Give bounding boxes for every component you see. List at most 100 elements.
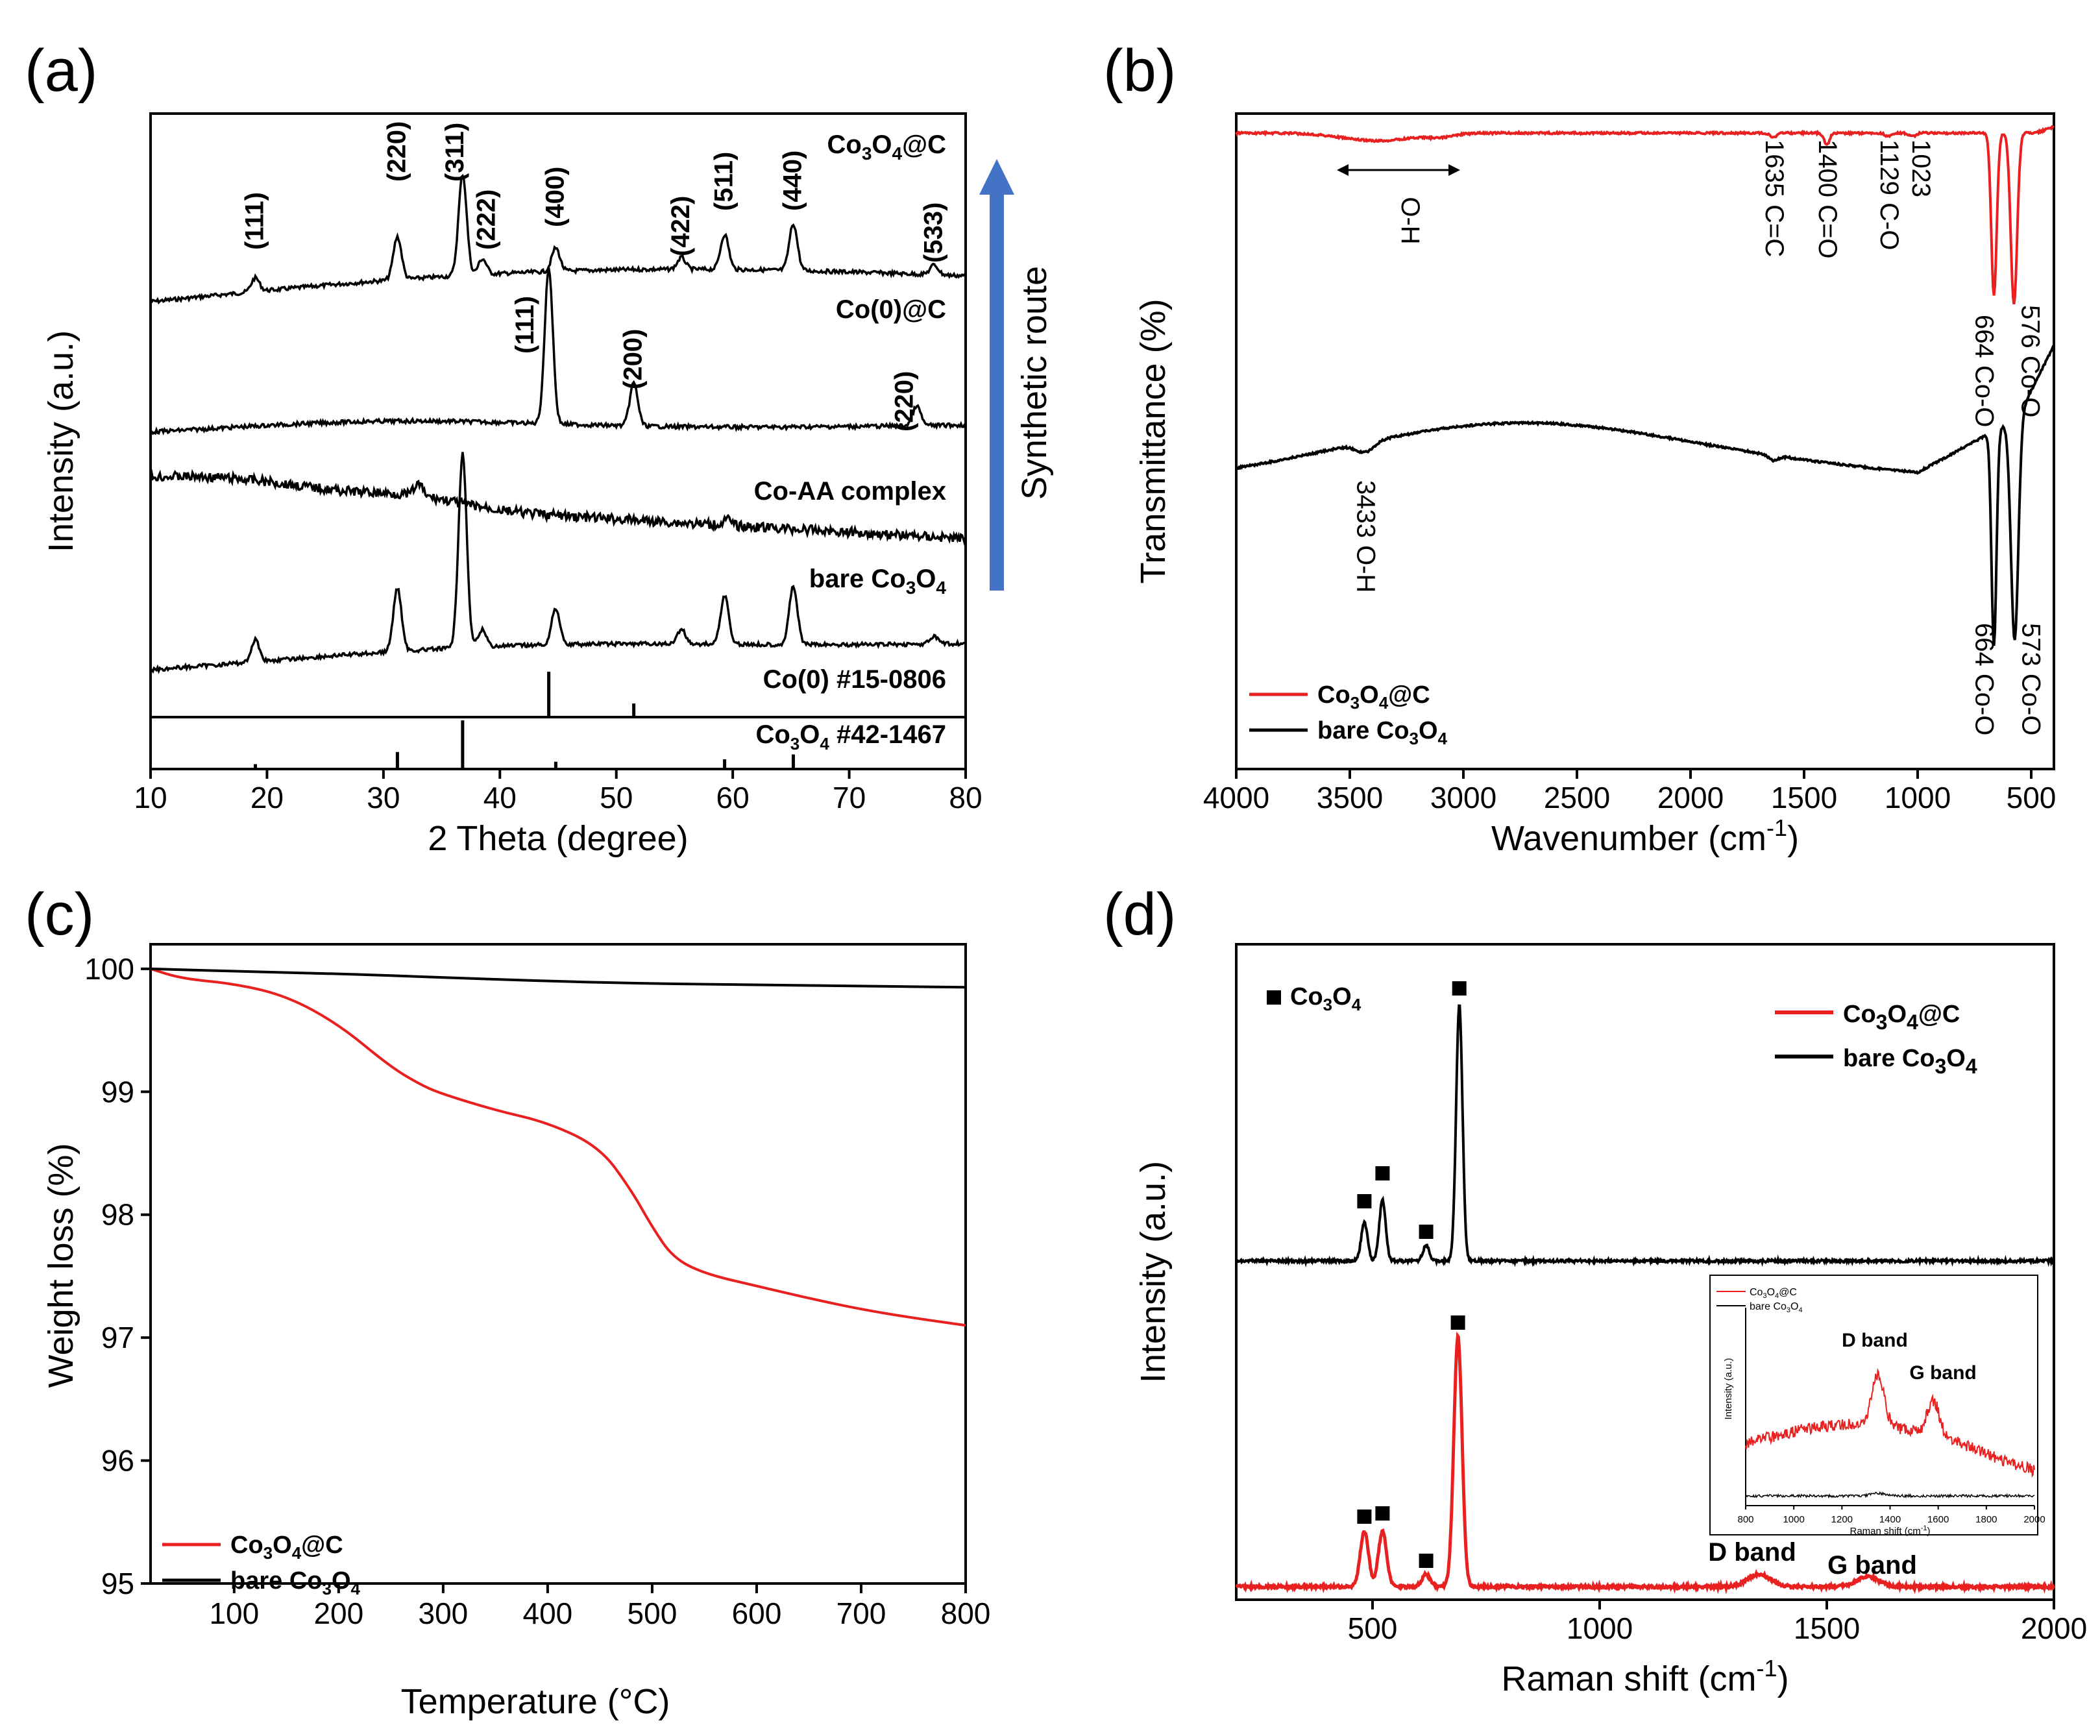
- panel-a-xrd: 10 20 30 40 50 60 70 80 (111) (220) (311)(222) (40…: [42, 112, 1054, 858]
- hkl-co-label: (200): [619, 329, 648, 389]
- panel-b-red-annotation: 1635 C=C: [1760, 140, 1789, 257]
- panel-d-ylabel: Intensity (a.u.): [1134, 1161, 1173, 1383]
- oh-arrow-left: [1337, 164, 1349, 176]
- hkl-co-label: (220): [890, 371, 919, 432]
- panel-d-xtick-label: 1000: [1567, 1611, 1633, 1645]
- panel-c-series-0: [150, 967, 966, 1327]
- inset-g-band-label: G band: [1909, 1362, 1976, 1384]
- inset-ylabel: Intensity (a.u.): [1723, 1358, 1734, 1419]
- inset-legend-label: bare Co3O4: [1750, 1301, 1803, 1314]
- panel-a-ref-co-label: Co(0) #15-0806: [763, 665, 946, 694]
- panel-b-xtick-label: 1500: [1771, 781, 1837, 814]
- marker-legend-co3o4: Co3O4: [1290, 983, 1361, 1014]
- panel-a-series-1: [150, 267, 967, 436]
- inset-xtick-label: 1600: [1927, 1514, 1949, 1525]
- inset-xlabel: Raman shift (cm-1): [1850, 1524, 1931, 1537]
- co3o4-marker: [1375, 1506, 1390, 1521]
- panel-c-xlabel: Temperature (°C): [401, 1682, 670, 1721]
- legend-bare: bare Co3O4: [1843, 1045, 1977, 1078]
- panel-c-legend: Co3O4@C bare Co3O4: [162, 1532, 361, 1598]
- co3o4-marker: [1452, 981, 1467, 996]
- inset-d-band-label: D band: [1842, 1330, 1908, 1351]
- synthetic-route-arrow-shaft: [990, 195, 1004, 591]
- panel-c-ytick-label: 97: [101, 1321, 134, 1354]
- panel-b-red-annotation: 1129 C-O: [1875, 140, 1903, 250]
- panel-c-xtick-label: 800: [941, 1596, 991, 1630]
- synthetic-route-arrow-head: [979, 159, 1014, 195]
- panel-label-d: (d): [1103, 881, 1176, 947]
- legend-bare: bare Co3O4: [230, 1567, 361, 1598]
- panel-c-ytick-label: 99: [101, 1075, 134, 1108]
- hkl-co3o4-label: (400): [541, 167, 569, 227]
- panel-a-ref-co3o4-label: Co3O4 #42-1467: [755, 720, 946, 753]
- legend-co3o4c: Co3O4@C: [1843, 1001, 1960, 1034]
- panel-c-xtick-label: 300: [418, 1596, 468, 1630]
- panel-a-frame: [149, 112, 967, 770]
- legend-co3o4c: Co3O4@C: [230, 1532, 343, 1563]
- inset-xtick-label: 1000: [1783, 1514, 1804, 1525]
- panel-d-series-red: [1235, 1331, 2056, 1595]
- panel-a-xtick-label: 50: [600, 781, 633, 814]
- hkl-co3o4-label: (422): [666, 196, 695, 256]
- d-band-label: D band: [1708, 1538, 1796, 1567]
- panel-b-series-black: [1236, 345, 2055, 646]
- panel-a-label-coc: Co(0)@C: [836, 295, 946, 324]
- panel-a-xtick-label: 10: [134, 781, 167, 814]
- hkl-co3o4-label: (220): [382, 121, 411, 182]
- panel-c-xtick-label: 100: [209, 1596, 259, 1630]
- panel-b-black-annotation: 664 Co-O: [1970, 623, 1999, 735]
- panel-label-b: (b): [1103, 38, 1176, 104]
- panel-a-label-coaa: Co-AA complex: [754, 477, 946, 506]
- hkl-co3o4-label: (311): [441, 123, 469, 182]
- panel-b-black-annotation: 573 Co-O: [2016, 623, 2045, 735]
- hkl-co3o4-label: (511): [710, 152, 739, 211]
- g-band-label: G band: [1827, 1551, 1917, 1580]
- panel-c-ytick-label: 95: [101, 1567, 134, 1600]
- co3o4-marker: [1357, 1510, 1372, 1524]
- panel-b-frame: [1235, 112, 2055, 770]
- panel-b-xtick-label: 3500: [1317, 781, 1383, 814]
- panel-a-ylabel: Intensity (a.u.): [42, 330, 80, 552]
- co3o4-marker: [1357, 1194, 1372, 1208]
- inset-xtick-label: 1800: [1975, 1514, 1997, 1525]
- inset-frame: [1709, 1275, 2038, 1535]
- panel-b-ylabel: Transmittance (%): [1134, 299, 1173, 583]
- panel-b-xtick-label: 1000: [1885, 781, 1951, 814]
- inset-xtick-label: 1200: [1831, 1514, 1853, 1525]
- raman-inset: 800 1000 1200 1400 1600 1800 2000 Raman shift (…: [1709, 1275, 2045, 1537]
- inset-legend-label: Co3O4@C: [1750, 1287, 1797, 1300]
- panel-b-red-annotation: 1023: [1907, 140, 1935, 197]
- panel-c-xtick-label: 600: [732, 1596, 782, 1630]
- panel-a-series-0: [150, 173, 967, 305]
- panel-a-label-bare: bare Co3O4: [809, 565, 947, 598]
- hkl-co-label: (111): [511, 296, 539, 354]
- panel-b-red-annotation: 664 Co-O: [1970, 315, 1999, 427]
- panel-d-legend: Co3O4@C bare Co3O4: [1775, 1001, 1977, 1078]
- panel-a-series-2: [149, 469, 967, 546]
- panel-c-ytick-label: 98: [101, 1198, 134, 1232]
- co3o4-marker: [1419, 1554, 1434, 1568]
- panel-b-black-annotation: 3433 O-H: [1351, 480, 1380, 593]
- inset-series-black: [1745, 1491, 2035, 1499]
- hkl-co3o4-label: (222): [472, 189, 501, 250]
- panel-b-xtick-label: 3000: [1430, 781, 1496, 814]
- co3o4-marker: [1419, 1225, 1434, 1239]
- panel-label-c: (c): [25, 881, 94, 947]
- panel-d-frame: [1235, 943, 2055, 1601]
- panel-b-ftir: 4000 3500 3000 2500 2000 1500 1000 500 1635 C=C…: [1134, 112, 2056, 858]
- panel-d-xtick-label: 2000: [2021, 1611, 2087, 1645]
- inset-xtick-label: 1400: [1879, 1514, 1901, 1525]
- square-marker-icon: [1267, 990, 1281, 1005]
- legend-co3o4c: Co3O4@C: [1317, 681, 1430, 713]
- panel-c-xtick-label: 200: [313, 1596, 363, 1630]
- panel-a-xtick-label: 70: [833, 781, 866, 814]
- panel-a-xlabel: 2 Theta (degree): [428, 819, 688, 858]
- panel-c-ylabel: Weight loss (%): [42, 1143, 80, 1388]
- panel-c-series-1: [150, 967, 966, 989]
- panel-a-xtick-label: 60: [716, 781, 750, 814]
- panel-c-frame: [149, 943, 967, 1585]
- panel-a-xtick-label: 80: [949, 781, 982, 814]
- synthetic-route-label: Synthetic route: [1015, 266, 1054, 500]
- hkl-co3o4-label: (533): [920, 202, 948, 263]
